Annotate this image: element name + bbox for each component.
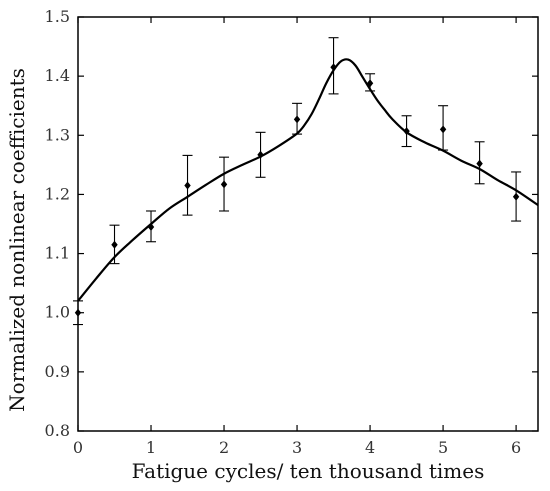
axis-ticks [77, 16, 538, 432]
data-point [512, 192, 520, 201]
x-tick-label: 5 [438, 438, 448, 457]
y-tick-label: 1.5 [45, 7, 70, 26]
data-point [74, 308, 82, 317]
data-point [403, 127, 410, 136]
error-bars [73, 37, 522, 326]
y-tick-label: 1.4 [45, 66, 70, 85]
data-points [74, 63, 520, 317]
y-axis-label: Normalized nonlinear coefficients [5, 68, 29, 412]
y-tick-label: 1.0 [45, 303, 70, 322]
data-point [220, 180, 228, 189]
data-point [366, 79, 374, 88]
x-tick-label: 1 [146, 438, 156, 457]
data-point [293, 115, 301, 124]
x-tick-label: 6 [511, 438, 521, 457]
y-tick-label: 1.3 [45, 125, 70, 144]
fit-curve [77, 58, 539, 302]
x-axis-label: Fatigue cycles/ ten thousand times [132, 459, 485, 483]
data-point [184, 181, 191, 190]
x-tick-label: 0 [73, 438, 83, 457]
x-tick-label: 2 [219, 438, 229, 457]
plot-frame [77, 16, 539, 432]
data-point [476, 159, 483, 168]
x-tick-label: 4 [365, 438, 375, 457]
y-tick-label: 1.1 [45, 244, 70, 263]
axis-tick-labels: 0 1 2 3 4 5 6 0.8 0.9 1.0 1.1 1.2 1.3 1.4 1.5 [45, 7, 522, 457]
data-point [439, 125, 447, 134]
y-tick-label: 1.2 [45, 184, 70, 203]
x-tick-label: 3 [292, 438, 302, 457]
data-point [257, 150, 264, 159]
y-tick-label: 0.9 [45, 362, 70, 381]
data-point [147, 222, 155, 231]
data-point [330, 63, 337, 72]
y-tick-label: 0.8 [45, 421, 70, 440]
data-point [111, 240, 118, 249]
